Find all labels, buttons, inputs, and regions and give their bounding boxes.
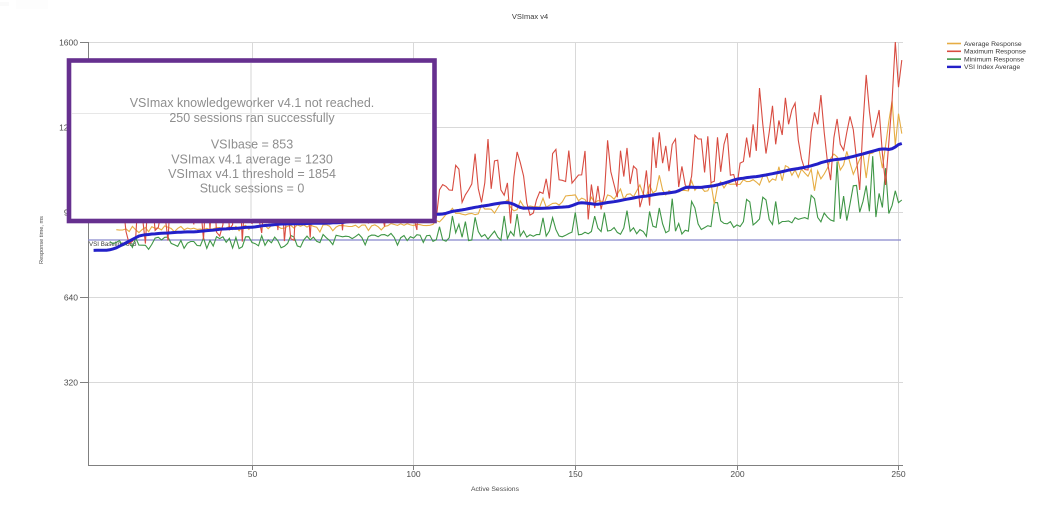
svg-text:VSI Baseline 853: VSI Baseline 853 (89, 241, 137, 248)
svg-text:250 sessions ran successfully: 250 sessions ran successfully (169, 111, 335, 125)
svg-text:640: 640 (64, 293, 78, 303)
svg-text:Stuck sessions = 0: Stuck sessions = 0 (200, 182, 305, 196)
svg-text:VSIbase = 853: VSIbase = 853 (211, 138, 293, 152)
svg-text:Maximum Response: Maximum Response (964, 49, 1026, 56)
svg-text:Average Response: Average Response (964, 41, 1022, 48)
svg-text:Response time, ms: Response time, ms (39, 216, 45, 264)
svg-text:VSI Index Average: VSI Index Average (964, 64, 1020, 71)
svg-text:Minimum Response: Minimum Response (964, 56, 1024, 63)
svg-text:VSImax v4.1 threshold = 1854: VSImax v4.1 threshold = 1854 (168, 167, 336, 181)
svg-text:Active Sessions: Active Sessions (471, 486, 520, 493)
svg-text:VSImax v4: VSImax v4 (512, 12, 548, 21)
svg-text:250: 250 (891, 469, 905, 479)
svg-text:VSImax knowledgeworker v4.1 no: VSImax knowledgeworker v4.1 not reached. (130, 96, 375, 110)
svg-text:50: 50 (248, 469, 258, 479)
svg-text:VSImax v4.1 average = 1230: VSImax v4.1 average = 1230 (171, 153, 333, 167)
svg-text:1600: 1600 (59, 38, 78, 48)
svg-text:200: 200 (730, 469, 744, 479)
svg-text:150: 150 (568, 469, 582, 479)
svg-text:100: 100 (406, 469, 420, 479)
svg-text:320: 320 (64, 378, 78, 388)
